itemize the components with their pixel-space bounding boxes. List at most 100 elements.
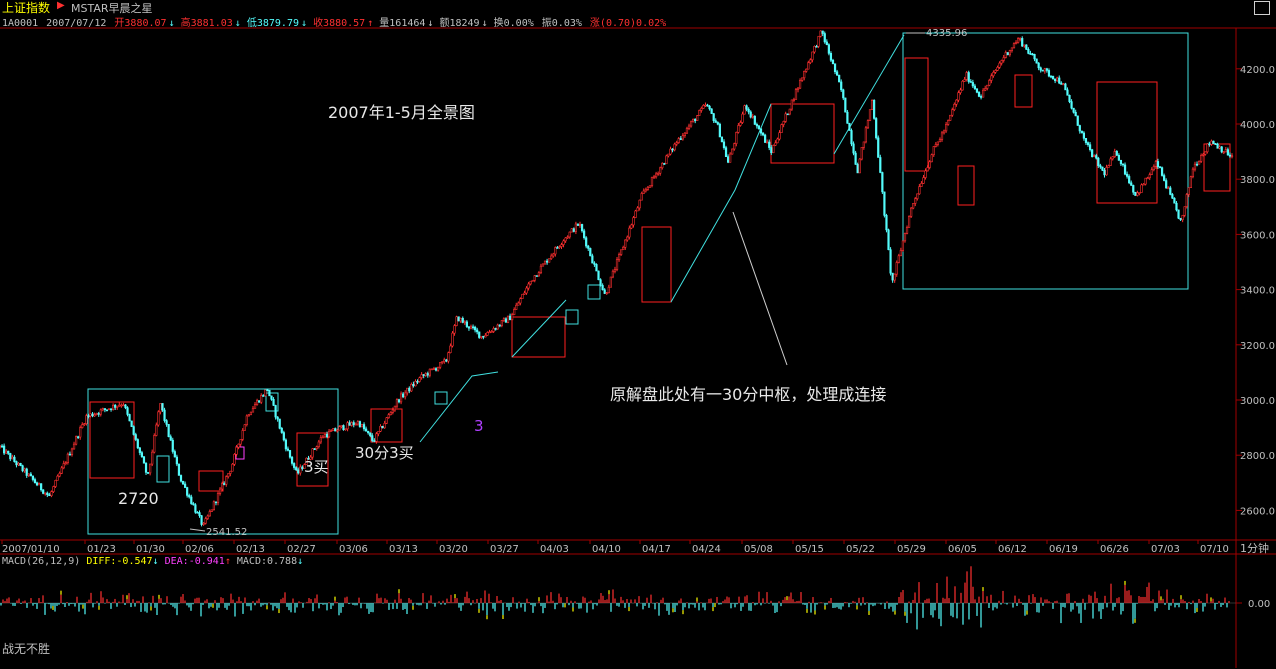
candle-body [233,454,236,465]
candle-body [907,216,911,228]
candle-body [589,248,592,257]
candle-body [344,428,347,431]
candle-body [1074,111,1077,117]
y-tick-label: 2800.0 [1240,451,1275,462]
candle-body [434,368,438,371]
candle-body [297,469,300,474]
x-tick-label: 05/08 [744,544,773,555]
candle-body [638,199,641,209]
candle-body [1060,82,1063,85]
candle-body [334,428,337,432]
candle-body [605,292,608,295]
candle-body [661,163,664,169]
candle-body [305,457,308,465]
candle-body [967,72,970,82]
candle-body [1111,156,1114,160]
window-restore-icon[interactable] [1254,1,1270,15]
y-tick-label: 3400.0 [1240,286,1275,297]
candle-body [893,273,896,281]
candle-body [301,466,304,469]
candle-body [805,68,808,72]
candle-body [29,473,32,477]
candle-body [451,332,454,347]
candle-body [391,409,394,413]
candle-body [1086,142,1090,145]
candle-body [704,104,707,107]
candle-body [1021,38,1024,47]
cyan-box-small-1 [156,455,170,483]
candle-body [371,435,374,441]
candle-body [708,105,711,110]
quote-date: 2007/07/12 [46,18,107,29]
candle-body [1078,125,1081,132]
candle-body [632,217,635,226]
candle-body [11,456,14,460]
candle-body [1181,214,1184,221]
high-price: 高3881.03 [180,18,233,29]
candle-body [807,62,810,70]
candle-body [998,62,1001,68]
candle-body [955,99,958,105]
candle-body [317,441,320,447]
candle-body [457,316,460,322]
candle-body [54,480,57,487]
candle-body [198,512,201,516]
candle-body [410,384,413,392]
candle-body [1200,155,1203,162]
candle-body [733,143,736,150]
candle-body [136,439,139,449]
candle-body [813,45,816,53]
candle-body [1226,149,1229,156]
candle-body [278,418,281,429]
candle-body [175,456,178,465]
candle-body [609,276,612,288]
candle-body [157,411,160,426]
candle-body [1049,75,1053,78]
candle-body [225,476,228,485]
candle-body [636,207,639,212]
candle-body [543,260,547,265]
x-tick-label: 06/12 [998,544,1027,555]
candle-body [1064,83,1067,91]
candle-body [833,63,837,73]
candle-body [883,191,886,216]
x-tick-label: 04/17 [642,544,671,555]
candle-body [1146,177,1149,180]
candle-body [578,224,582,226]
candle-body [280,427,283,433]
candle-body [951,109,954,116]
candle-body [774,142,777,146]
play-right-icon[interactable]: ▶ [57,0,65,11]
candle-body [910,207,913,217]
candle-body [753,115,756,125]
candle-body [574,223,577,232]
candle-body [221,483,224,490]
candle-body [525,287,528,294]
candle-body [870,99,874,110]
candle-body [498,324,501,327]
candle-body [274,405,277,418]
candle-body [982,89,985,98]
candle-body [179,475,183,482]
candle-body [1152,166,1155,171]
candle-body [899,250,902,257]
candle-body [617,254,621,260]
candle-body [667,153,670,157]
candle-body [122,404,125,407]
candle-body [37,483,41,486]
candle-body [1175,202,1178,211]
candle-body [940,132,944,140]
stroke-lines [419,34,905,443]
candle-body [990,75,993,81]
candle-body [790,99,793,110]
candle-body [358,421,362,428]
candle-body [801,77,804,81]
candle-body [766,141,769,144]
candle-body [393,405,396,411]
stock-code: 1A0001 [2,18,39,29]
candle-body [210,509,213,512]
candle-body [276,416,279,420]
candle-body [698,110,701,116]
candle-body [856,164,859,174]
